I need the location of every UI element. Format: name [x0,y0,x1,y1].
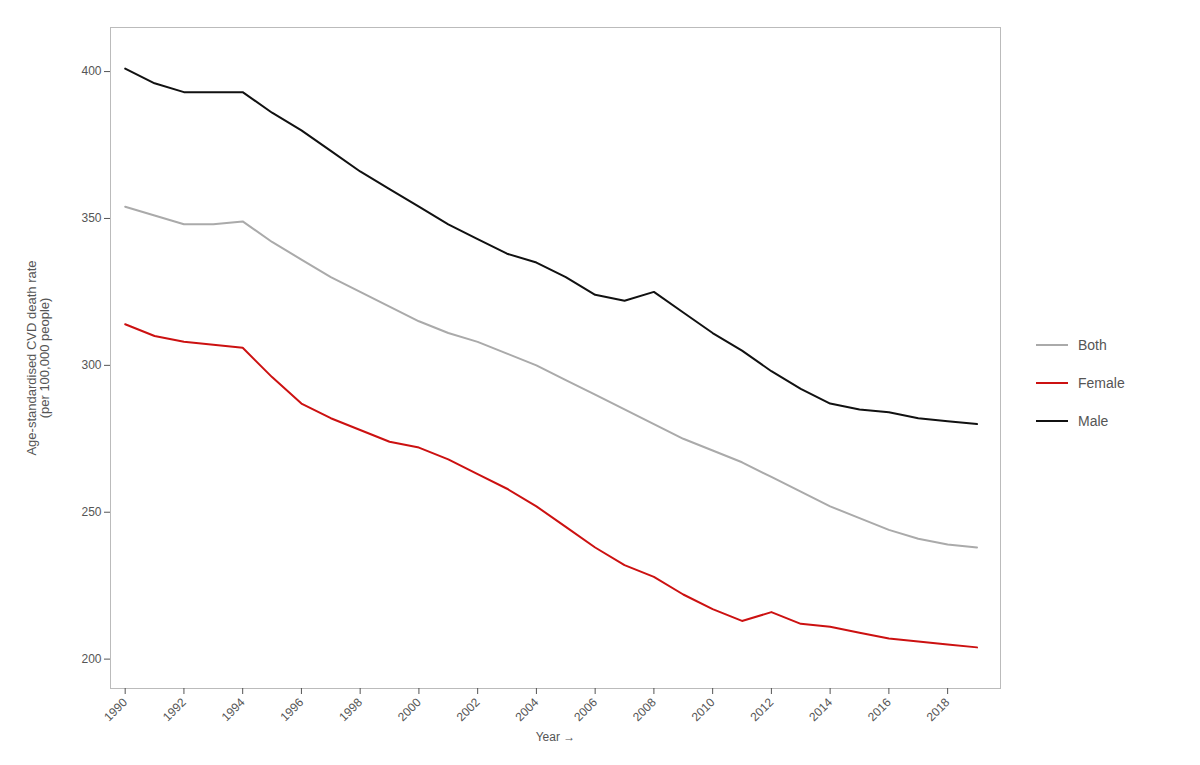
svg-text:350: 350 [81,211,101,225]
svg-text:2008: 2008 [630,695,659,724]
html-text:Female: Female [1078,374,1125,391]
svg-text:Year →: Year → [536,729,576,743]
svg-text:1998: 1998 [336,695,365,724]
svg-text:2002: 2002 [454,695,483,724]
svg-text:2004: 2004 [512,695,541,724]
svg-text:2012: 2012 [747,695,776,724]
svg-text:1994: 1994 [219,695,248,724]
svg-text:1990: 1990 [101,695,130,724]
svg-text:2006: 2006 [571,695,600,724]
svg-text:2010: 2010 [689,695,718,724]
svg-text:2014: 2014 [806,695,835,724]
html-text:Male: Male [1078,412,1109,429]
svg-text:Age-standardised CVD death rat: Age-standardised CVD death rate(per 100,… [24,260,52,455]
svg-text:250: 250 [81,505,101,519]
html-text:Both: Both [1078,336,1107,353]
svg-text:200: 200 [81,651,101,665]
svg-text:2018: 2018 [924,695,953,724]
svg-text:1996: 1996 [277,695,306,724]
svg-text:2000: 2000 [395,695,424,724]
svg-text:2016: 2016 [865,695,894,724]
svg-text:300: 300 [81,358,101,372]
svg-text:400: 400 [81,64,101,78]
svg-text:1992: 1992 [160,695,189,724]
